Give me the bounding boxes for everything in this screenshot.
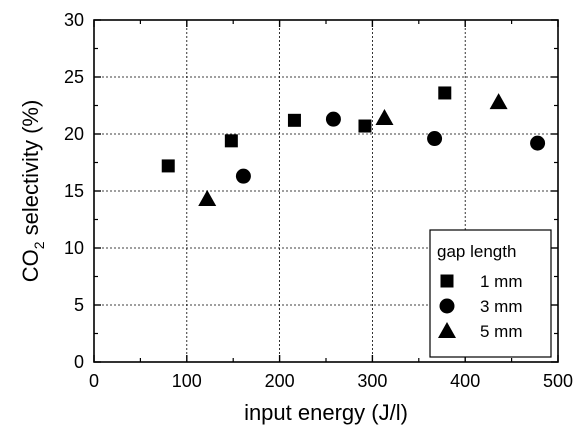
data-point-3-mm: [427, 131, 443, 147]
y-tick-label: 30: [64, 10, 84, 30]
data-point-3-mm: [530, 135, 546, 151]
legend-marker-1-mm: [440, 274, 454, 288]
y-axis-title: CO2 selectivity (%): [18, 100, 47, 283]
data-point-1-mm: [287, 113, 301, 127]
y-axis-title-group: CO2 selectivity (%): [18, 100, 47, 283]
x-axis-title: input energy (J/l): [244, 400, 408, 425]
y-tick-label: 10: [64, 238, 84, 258]
x-tick-label: 0: [89, 371, 99, 391]
x-tick-label: 200: [265, 371, 295, 391]
y-tick-label: 20: [64, 124, 84, 144]
x-tick-label: 500: [543, 371, 573, 391]
axis-ticks: [93, 19, 559, 363]
y-axis-title-prefix: CO: [18, 249, 43, 282]
legend: gap length 1 mm 3 mm 5 mm: [429, 229, 552, 358]
data-point-3-mm: [325, 111, 341, 127]
data-point-1-mm: [224, 134, 238, 148]
data-point-3-mm: [235, 168, 251, 184]
legend-label-5-mm: 5 mm: [480, 322, 523, 341]
data-points: [161, 86, 546, 206]
data-point-5-mm: [375, 109, 394, 126]
tick-labels: 0 100 200 300 400 500 0 5 10 15 20 25 30: [64, 10, 573, 391]
legend-label-3-mm: 3 mm: [480, 297, 523, 316]
data-point-1-mm: [438, 86, 452, 100]
x-tick-label: 100: [172, 371, 202, 391]
y-tick-label: 0: [74, 352, 84, 372]
y-tick-label: 5: [74, 295, 84, 315]
x-tick-label: 400: [450, 371, 480, 391]
y-tick-label: 15: [64, 181, 84, 201]
y-axis-title-suffix: selectivity (%): [18, 100, 43, 242]
legend-items: 1 mm 3 mm 5 mm: [438, 272, 523, 341]
legend-marker-5-mm: [438, 322, 456, 338]
data-point-5-mm: [198, 189, 217, 206]
data-point-1-mm: [161, 159, 175, 173]
legend-title: gap length: [437, 242, 516, 261]
y-tick-label: 25: [64, 67, 84, 87]
x-tick-label: 300: [357, 371, 387, 391]
legend-marker-3-mm: [439, 298, 455, 314]
data-point-5-mm: [489, 93, 508, 110]
y-axis-title-subscript: 2: [31, 241, 47, 249]
data-point-1-mm: [358, 119, 372, 133]
legend-label-1-mm: 1 mm: [480, 272, 523, 291]
